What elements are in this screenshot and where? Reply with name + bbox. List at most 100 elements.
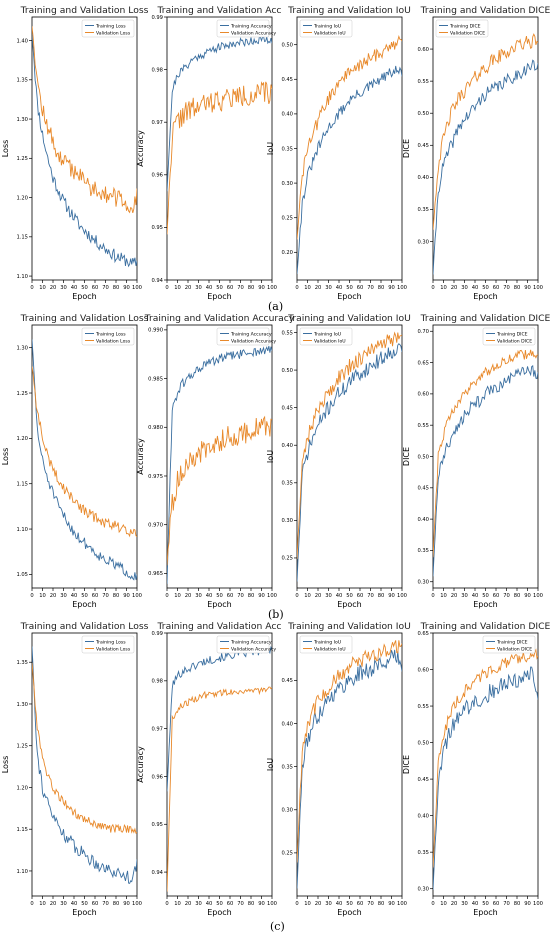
x-tick-label: 80 [248,285,255,291]
x-tick-label: 60 [357,593,364,599]
x-tick-label: 80 [378,285,385,291]
x-tick-label: 50 [216,593,223,599]
series-line-validation [433,648,538,868]
x-tick-label: 40 [472,901,479,907]
series-line-validation [297,34,402,240]
y-tick-label: 0.25 [281,851,293,857]
legend-entry: Training IoU [313,639,341,645]
x-tick-label: 50 [216,901,223,907]
x-tick-label: 60 [493,901,500,907]
y-tick-label: 0.965 [148,571,163,577]
x-tick-label: 60 [227,593,234,599]
legend-entry: Validation DICE [497,646,532,652]
x-tick-label: 100 [132,593,142,599]
y-tick-label: 0.50 [417,454,429,460]
y-tick-label: 0.25 [281,556,293,562]
y-axis-label: DICE [402,755,411,774]
x-tick-label: 80 [378,901,385,907]
x-axis-label: Epoch [207,292,232,301]
y-tick-label: 0.35 [281,146,293,152]
legend-entry: Validation Accuracy [231,646,276,652]
x-tick-label: 30 [195,593,202,599]
x-tick-label: 90 [388,901,395,907]
x-tick-label: 60 [493,285,500,291]
y-tick-label: 0.40 [417,517,429,523]
y-tick-label: 1.15 [16,482,28,488]
chart-title: Training and Validation Accuracy [144,313,295,324]
x-tick-label: 10 [174,593,181,599]
x-tick-label: 50 [346,593,353,599]
x-tick-label: 0 [30,901,33,907]
x-tick-label: 100 [533,285,543,291]
x-tick-label: 70 [102,593,109,599]
x-tick-label: 40 [472,593,479,599]
chart-title: Training and Validation Loss [20,621,149,632]
x-tick-label: 10 [39,593,46,599]
x-tick-label: 90 [258,901,265,907]
x-tick-label: 100 [397,901,407,907]
x-tick-label: 30 [325,901,332,907]
x-tick-label: 10 [304,593,311,599]
y-tick-label: 0.45 [281,678,293,684]
x-axis-label: Epoch [72,908,97,917]
x-tick-label: 20 [185,285,192,291]
x-tick-label: 90 [524,593,531,599]
x-tick-label: 100 [267,593,277,599]
x-tick-label: 70 [237,901,244,907]
chart-1-1: Training and Validation Loss 1.10 1.15 1.20… [1,5,149,301]
y-axis-label: Accuracy [136,746,145,783]
x-tick-label: 70 [367,901,374,907]
x-axis-label: Epoch [473,908,498,917]
x-tick-label: 30 [461,901,468,907]
legend-entry: Training DICE [496,639,528,645]
y-tick-label: 0.60 [417,392,429,398]
y-tick-label: 0.96 [151,173,163,179]
series-line-validation [32,26,137,214]
x-tick-label: 40 [206,593,213,599]
x-tick-label: 50 [482,285,489,291]
y-axis-label: IoU [266,758,275,771]
y-tick-label: 0.60 [417,47,429,53]
y-axis-label: Accuracy [136,130,145,167]
y-tick-label: 1.25 [16,156,28,162]
x-tick-label: 20 [451,593,458,599]
chart-title: Training and Validation Acc [157,621,282,632]
x-tick-label: 0 [30,285,33,291]
y-tick-label: 0.985 [148,376,163,382]
x-axis-label: Epoch [207,600,232,609]
x-tick-label: 0 [295,285,298,291]
x-tick-label: 20 [50,593,57,599]
y-tick-label: 1.25 [16,391,28,397]
y-tick-label: 0.45 [417,143,429,149]
plot-frame [31,632,138,897]
x-tick-label: 70 [503,593,510,599]
series-line-validation [297,640,402,863]
x-tick-label: 20 [315,593,322,599]
x-tick-label: 0 [431,593,434,599]
x-tick-label: 20 [315,285,322,291]
y-tick-label: 0.65 [417,360,429,366]
panel-label-a: (a) [268,300,284,313]
x-axis-label: Epoch [207,908,232,917]
legend-box [216,635,270,654]
y-tick-label: 0.45 [281,405,293,411]
plot-frame [166,324,273,589]
x-tick-label: 20 [451,285,458,291]
y-tick-label: 0.65 [417,631,429,637]
y-tick-label: 0.50 [281,368,293,374]
chart-1-4: Training and Validation DICE 0.30 0.35 0.40… [402,5,550,301]
x-tick-label: 70 [102,285,109,291]
legend-box [81,635,135,654]
x-tick-label: 40 [71,285,78,291]
series-line-training [297,649,402,889]
x-tick-label: 90 [123,285,130,291]
x-tick-label: 90 [524,901,531,907]
series-line-training [167,35,272,192]
legend-box [299,635,353,654]
legend-entry: Validation Accuracy [231,338,276,344]
panel-label-c: (c) [270,920,285,933]
